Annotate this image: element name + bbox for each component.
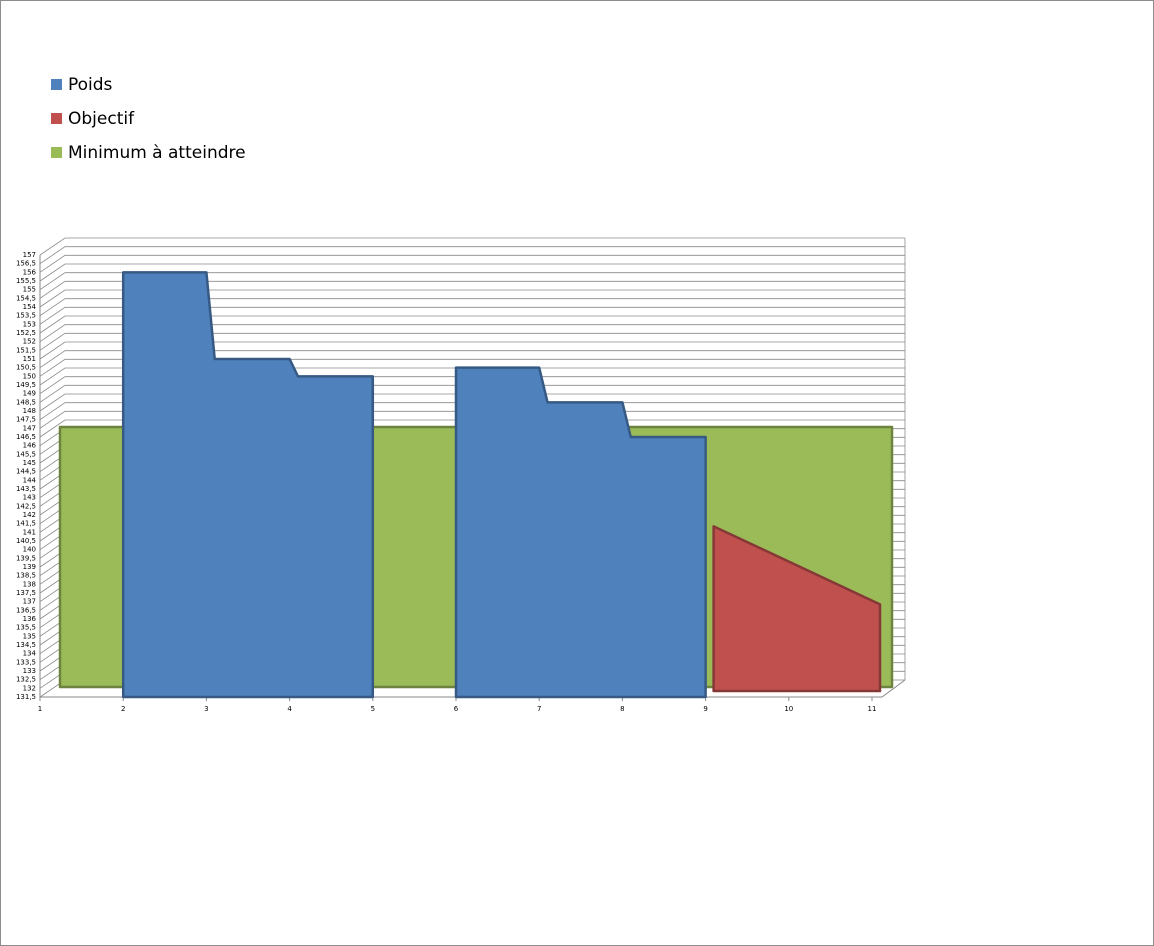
- grid-line: [39, 237, 905, 256]
- plot-area: [58, 271, 894, 699]
- y-tick-label: 157: [23, 251, 36, 259]
- grid-line: [39, 384, 905, 403]
- grid-line: [39, 315, 905, 334]
- y-tick-label: 138,5: [16, 572, 36, 580]
- y-tick-label: 147: [23, 424, 36, 432]
- y-tick-label: 149,5: [16, 381, 36, 389]
- grid-line: [39, 272, 905, 290]
- y-tick-label: 136: [23, 615, 37, 623]
- y-tick-label: 153: [23, 320, 36, 328]
- y-tick-label: 139: [23, 563, 36, 571]
- y-tick-label: 135: [23, 632, 36, 640]
- y-tick-label: 141,5: [16, 520, 36, 528]
- y-tick-label: 137: [23, 598, 36, 606]
- y-tick-label: 140,5: [16, 537, 36, 545]
- legend-label: Objectif: [68, 109, 135, 129]
- y-tick-label: 148,5: [16, 398, 36, 406]
- y-tick-label: 132: [23, 684, 36, 692]
- grid-line: [39, 358, 905, 377]
- y-tick-label: 148: [23, 407, 36, 415]
- x-tick-label: 6: [454, 705, 459, 713]
- y-tick-label: 134: [23, 650, 37, 658]
- legend-swatch: [51, 79, 62, 90]
- legend-label: Minimum à atteindre: [68, 143, 246, 163]
- y-tick-label: 133: [23, 667, 36, 675]
- grid-line: [39, 341, 905, 360]
- y-tick-label: 149: [23, 390, 36, 398]
- grid-line: [39, 254, 905, 273]
- y-tick-label: 147,5: [16, 416, 36, 424]
- x-tick-label: 5: [371, 705, 375, 713]
- y-tick-label: 142: [23, 511, 36, 519]
- y-tick-label: 144: [23, 476, 37, 484]
- y-tick-label: 150: [23, 372, 36, 380]
- y-tick-label: 138: [23, 580, 36, 588]
- area-series: [121, 271, 707, 699]
- y-tick-label: 151: [23, 355, 36, 363]
- y-tick-label: 143,5: [16, 485, 36, 493]
- y-tick-label: 156,5: [16, 260, 36, 268]
- grid-line: [39, 324, 905, 342]
- grid-line: [39, 350, 905, 368]
- y-tick-label: 137,5: [16, 589, 36, 597]
- y-tick-label: 139,5: [16, 554, 36, 562]
- grid-line: [39, 280, 905, 299]
- y-tick-label: 141: [23, 528, 36, 536]
- legend-swatch: [51, 113, 62, 124]
- grid-line: [39, 332, 905, 351]
- x-tick-label: 7: [537, 705, 541, 713]
- grid-line: [39, 393, 905, 412]
- y-tick-label: 131,5: [16, 693, 36, 701]
- x-tick-label: 11: [868, 705, 877, 713]
- y-tick-label: 153,5: [16, 312, 36, 320]
- y-tick-label: 134,5: [16, 641, 36, 649]
- x-tick-label: 3: [204, 705, 208, 713]
- y-tick-label: 136,5: [16, 606, 36, 614]
- y-tick-label: 150,5: [16, 364, 36, 372]
- x-tick-label: 8: [620, 705, 624, 713]
- y-tick-label: 146,5: [16, 433, 36, 441]
- y-tick-label: 152,5: [16, 329, 36, 337]
- area-series: [712, 525, 882, 693]
- y-tick-label: 154: [23, 303, 37, 311]
- grid-line: [39, 402, 905, 420]
- y-tick-label: 155,5: [16, 277, 36, 285]
- legend-swatch: [51, 147, 62, 158]
- x-tick-label: 2: [121, 705, 125, 713]
- x-tick-label: 4: [287, 705, 292, 713]
- grid-line: [39, 263, 905, 282]
- y-tick-label: 143: [23, 494, 36, 502]
- y-tick-label: 145: [23, 459, 36, 467]
- grid-line: [39, 376, 905, 394]
- grid-line: [39, 306, 905, 325]
- y-tick-label: 151,5: [16, 346, 36, 354]
- x-tick-label: 1: [38, 705, 42, 713]
- x-tick-label: 10: [784, 705, 793, 713]
- y-tick-label: 154,5: [16, 294, 36, 302]
- legend-label: Poids: [68, 75, 113, 95]
- grid-line: [39, 367, 905, 386]
- y-tick-label: 135,5: [16, 624, 36, 632]
- grid-line: [39, 298, 905, 316]
- grid-line: [39, 246, 905, 264]
- y-tick-label: 144,5: [16, 468, 36, 476]
- y-tick-label: 132,5: [16, 676, 36, 684]
- y-tick-label: 142,5: [16, 502, 36, 510]
- y-tick-label: 133,5: [16, 658, 36, 666]
- y-tick-label: 146: [23, 442, 37, 450]
- y-tick-label: 145,5: [16, 450, 36, 458]
- x-tick-label: 9: [703, 705, 707, 713]
- y-tick-label: 156: [23, 268, 37, 276]
- y-tick-label: 152: [23, 338, 36, 346]
- y-tick-label: 140: [23, 546, 36, 554]
- legend: Poids Objectif Minimum à atteindre: [51, 75, 246, 163]
- y-tick-label: 155: [23, 286, 36, 294]
- grid-line: [39, 289, 905, 308]
